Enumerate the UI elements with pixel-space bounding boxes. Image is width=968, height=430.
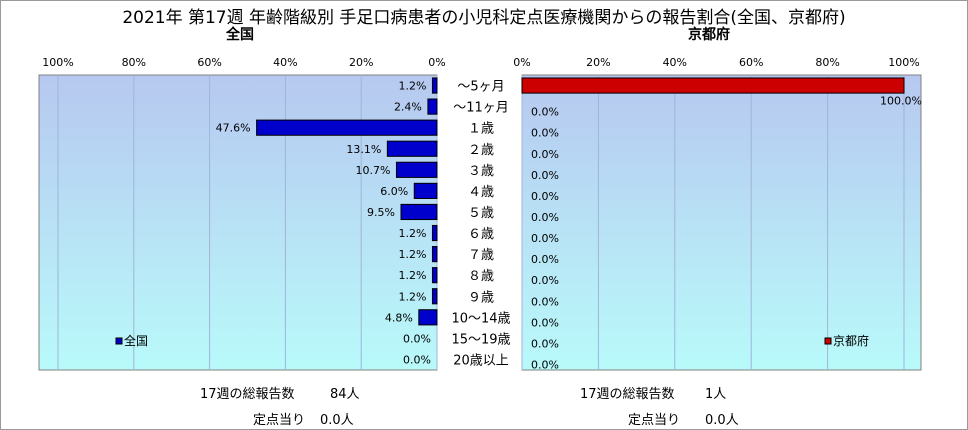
category-label: ５歳 (468, 206, 494, 221)
category-label: １歳 (468, 122, 494, 137)
kyoto-data-label: 0.0% (531, 274, 559, 287)
national-panel-title: 全国 (226, 27, 254, 43)
category-label: ６歳 (468, 227, 494, 242)
kyoto-data-label: 100.0% (880, 95, 922, 108)
kyoto-legend-label: 京都府 (833, 333, 869, 348)
national-data-label: 13.1% (346, 143, 381, 156)
national-bar (431, 288, 438, 305)
national-data-label: 9.5% (367, 206, 395, 219)
national-data-label: 1.2% (398, 80, 426, 93)
kyoto-data-label: 0.0% (531, 148, 559, 161)
category-label: ２歳 (468, 143, 494, 158)
kyoto-bar (521, 77, 905, 94)
kyoto-per-label: 定点当り (628, 413, 681, 428)
kyoto-data-label: 0.0% (531, 211, 559, 224)
kyoto-tick-label: 20% (586, 56, 610, 69)
category-label: ８歳 (468, 269, 494, 284)
national-data-label: 47.6% (216, 122, 251, 135)
kyoto-data-label: 0.0% (531, 106, 559, 119)
national-data-label: 2.4% (394, 101, 422, 114)
kyoto-data-label: 0.0% (531, 316, 559, 329)
national-data-label: 10.7% (355, 164, 390, 177)
national-bar (400, 203, 438, 221)
national-bar (256, 119, 438, 136)
national-data-label: 0.0% (403, 353, 431, 366)
national-bar (431, 77, 438, 94)
chart-title: 2021年 第17週 年齢階級別 手足口病患者の小児科定点医療機関からの報告割合… (122, 8, 846, 28)
kyoto-plot-area (521, 74, 922, 371)
national-bar (413, 182, 438, 199)
national-data-label: 4.8% (385, 311, 413, 324)
national-legend-label: 全国 (124, 333, 148, 348)
kyoto-data-label: 0.0% (531, 358, 559, 371)
national-data-label: 1.2% (398, 227, 426, 240)
national-tick-label: 20% (349, 56, 373, 69)
kyoto-per-value: 0.0人 (705, 413, 739, 428)
category-label: ～11ヶ月 (453, 101, 509, 116)
national-bar (386, 140, 438, 157)
national-tick-label: 80% (122, 56, 146, 69)
category-label: ～5ヶ月 (457, 80, 504, 95)
kyoto-legend-swatch (824, 337, 832, 345)
kyoto-tick-label: 100% (888, 56, 919, 69)
national-per-value: 0.0人 (320, 413, 354, 428)
national-data-label: 0.0% (403, 332, 431, 345)
national-plot-area (38, 74, 438, 371)
category-label: ３歳 (468, 164, 494, 179)
kyoto-tick-label: 0% (513, 56, 530, 69)
national-bar (431, 267, 438, 284)
national-bar (431, 224, 438, 242)
category-label: 20歳以上 (453, 353, 509, 368)
national-bar (431, 246, 438, 263)
kyoto-total-label: 17週の総報告数 (580, 387, 675, 402)
national-data-label: 1.2% (398, 290, 426, 303)
national-tick-label: 40% (273, 56, 297, 69)
kyoto-panel-title: 京都府 (688, 27, 730, 43)
national-per-label: 定点当り (253, 413, 306, 428)
national-tick-label: 100% (42, 56, 73, 69)
national-bar (427, 98, 438, 115)
national-legend-swatch (115, 337, 123, 345)
kyoto-tick-label: 40% (663, 56, 687, 69)
kyoto-data-label: 0.0% (531, 295, 559, 308)
category-label: 15～19歳 (451, 332, 510, 347)
national-tick-label: 60% (197, 56, 221, 69)
national-bar (418, 309, 438, 326)
national-bar (395, 161, 438, 178)
category-label: ７歳 (468, 248, 494, 263)
national-data-label: 6.0% (380, 185, 408, 198)
kyoto-data-label: 0.0% (531, 169, 559, 182)
national-total-label: 17週の総報告数 (200, 387, 295, 402)
kyoto-data-label: 0.0% (531, 190, 559, 203)
kyoto-data-label: 0.0% (531, 253, 559, 266)
kyoto-data-label: 0.0% (531, 337, 559, 350)
national-data-label: 1.2% (398, 269, 426, 282)
category-label: ９歳 (468, 290, 494, 305)
national-tick-label: 0% (428, 56, 445, 69)
kyoto-data-label: 0.0% (531, 127, 559, 140)
kyoto-data-label: 0.0% (531, 232, 559, 245)
category-label: 10～14歳 (451, 311, 510, 326)
category-label: ４歳 (468, 185, 494, 200)
kyoto-tick-label: 80% (815, 56, 839, 69)
national-data-label: 1.2% (398, 248, 426, 261)
kyoto-total-value: 1人 (705, 387, 727, 402)
national-total-value: 84人 (330, 387, 360, 402)
kyoto-tick-label: 60% (739, 56, 763, 69)
